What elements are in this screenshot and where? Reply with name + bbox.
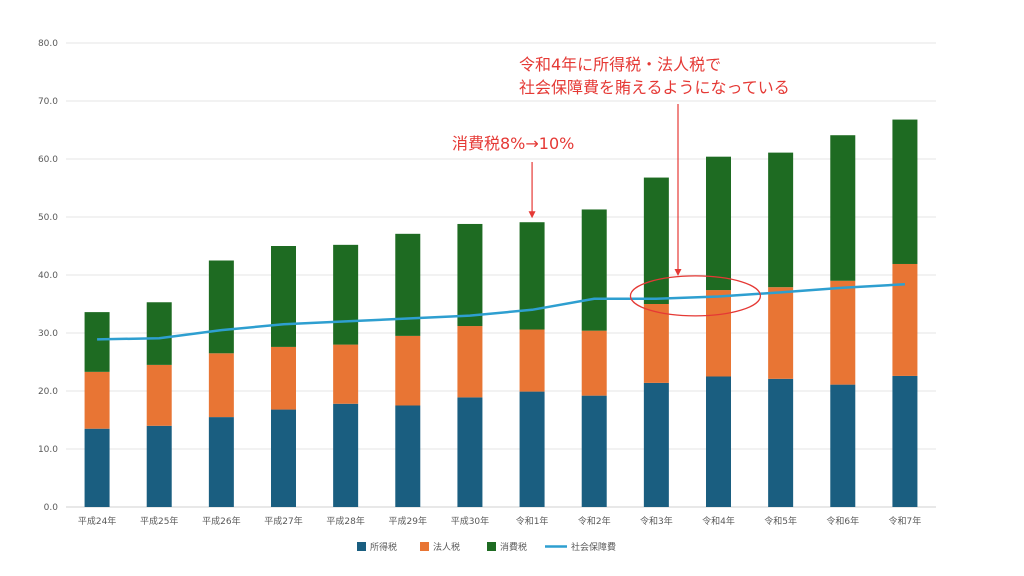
bar-消費税 [706,156,731,291]
legend-swatch [357,542,366,551]
bar-法人税 [768,287,794,379]
bar-消費税 [892,119,918,264]
x-tick-label: 平成27年 [264,515,302,527]
bar-消費税 [333,244,359,345]
annotation-text: 令和4年に所得税・法人税で [519,55,721,74]
bar-所得税 [84,428,110,507]
line-series [97,283,905,341]
x-tick-label: 令和3年 [640,515,673,527]
x-tick-label: 平成26年 [202,515,240,527]
y-tick-label: 50.0 [38,213,58,223]
bar-消費税 [84,312,110,372]
bar-所得税 [768,378,794,507]
x-tick-label: 平成25年 [140,515,178,527]
annotation-arrowhead [528,211,536,219]
annotation-arrowhead [674,269,682,276]
legend-swatch [487,542,496,551]
bar-法人税 [706,290,731,377]
series-line-社会保障費 [97,283,905,341]
bar-消費税 [271,246,296,347]
bar-法人税 [146,364,172,426]
bar-法人税 [271,346,296,410]
bar-法人税 [333,344,359,404]
y-tick-label: 60.0 [38,155,58,165]
y-tick-label: 70.0 [38,97,58,107]
bar-法人税 [643,304,669,383]
bar-消費税 [643,177,669,304]
y-axis: 0.0 10.0 20.0 30.0 40.0 50.0 60.0 70.0 80.0 [38,39,58,513]
bar-法人税 [830,280,856,385]
y-tick-label: 80.0 [38,39,58,49]
legend-label: 法人税 [433,541,460,553]
legend: 所得税 法人税 消費税 社会保障費 [357,541,616,553]
bar-法人税 [395,335,421,406]
x-tick-label: 令和6年 [826,515,859,527]
bar-所得税 [643,382,669,507]
bar-所得税 [457,397,483,507]
x-axis: 平成24年 平成25年 平成26年 平成27年 平成28年 平成29年 平成30年 令和1年 令… [78,515,921,527]
x-tick-label: 平成29年 [389,515,427,527]
x-tick-label: 令和2年 [578,515,611,527]
legend-label: 社会保障費 [571,541,616,553]
x-tick-label: 令和1年 [516,515,549,527]
bar-法人税 [208,353,234,418]
y-tick-label: 20.0 [38,387,58,397]
bar-消費税 [768,152,794,288]
x-tick-label: 平成28年 [326,515,364,527]
y-tick-label: 40.0 [38,271,58,281]
bar-所得税 [830,384,856,507]
annotation-text: 社会保障費を賄えるようになっている [519,78,790,97]
bar-消費税 [208,260,234,354]
y-tick-label: 10.0 [38,445,58,455]
bar-所得税 [519,391,545,507]
gridlines [66,42,936,508]
x-tick-label: 平成24年 [78,515,116,527]
bar-所得税 [333,403,359,507]
x-tick-label: 令和4年 [702,515,735,527]
x-tick-label: 令和7年 [889,515,922,527]
bar-法人税 [519,329,545,392]
bar-消費税 [146,302,172,365]
y-tick-label: 30.0 [38,329,58,339]
x-tick-label: 令和5年 [764,515,797,527]
bar-法人税 [457,326,483,398]
bar-所得税 [395,405,421,507]
bar-所得税 [146,425,172,507]
legend-swatch [420,542,429,551]
legend-label: 所得税 [370,541,397,553]
bar-所得税 [271,409,296,507]
bar-法人税 [581,330,607,396]
bar-所得税 [706,376,731,507]
bar-消費税 [395,233,421,336]
bar-所得税 [581,395,607,507]
bars [84,119,918,507]
bar-消費税 [457,223,483,327]
bar-消費税 [519,222,545,330]
bar-消費税 [581,209,607,331]
bar-所得税 [892,375,918,507]
bar-消費税 [830,135,856,281]
bar-法人税 [892,263,918,376]
bar-所得税 [208,417,234,507]
y-tick-label: 0.0 [44,503,59,513]
highlight-ellipse [629,275,762,317]
legend-label: 消費税 [500,541,527,553]
bar-法人税 [84,371,110,429]
annotation-text: 消費税8%→10% [452,134,574,153]
x-tick-label: 平成30年 [451,515,489,527]
